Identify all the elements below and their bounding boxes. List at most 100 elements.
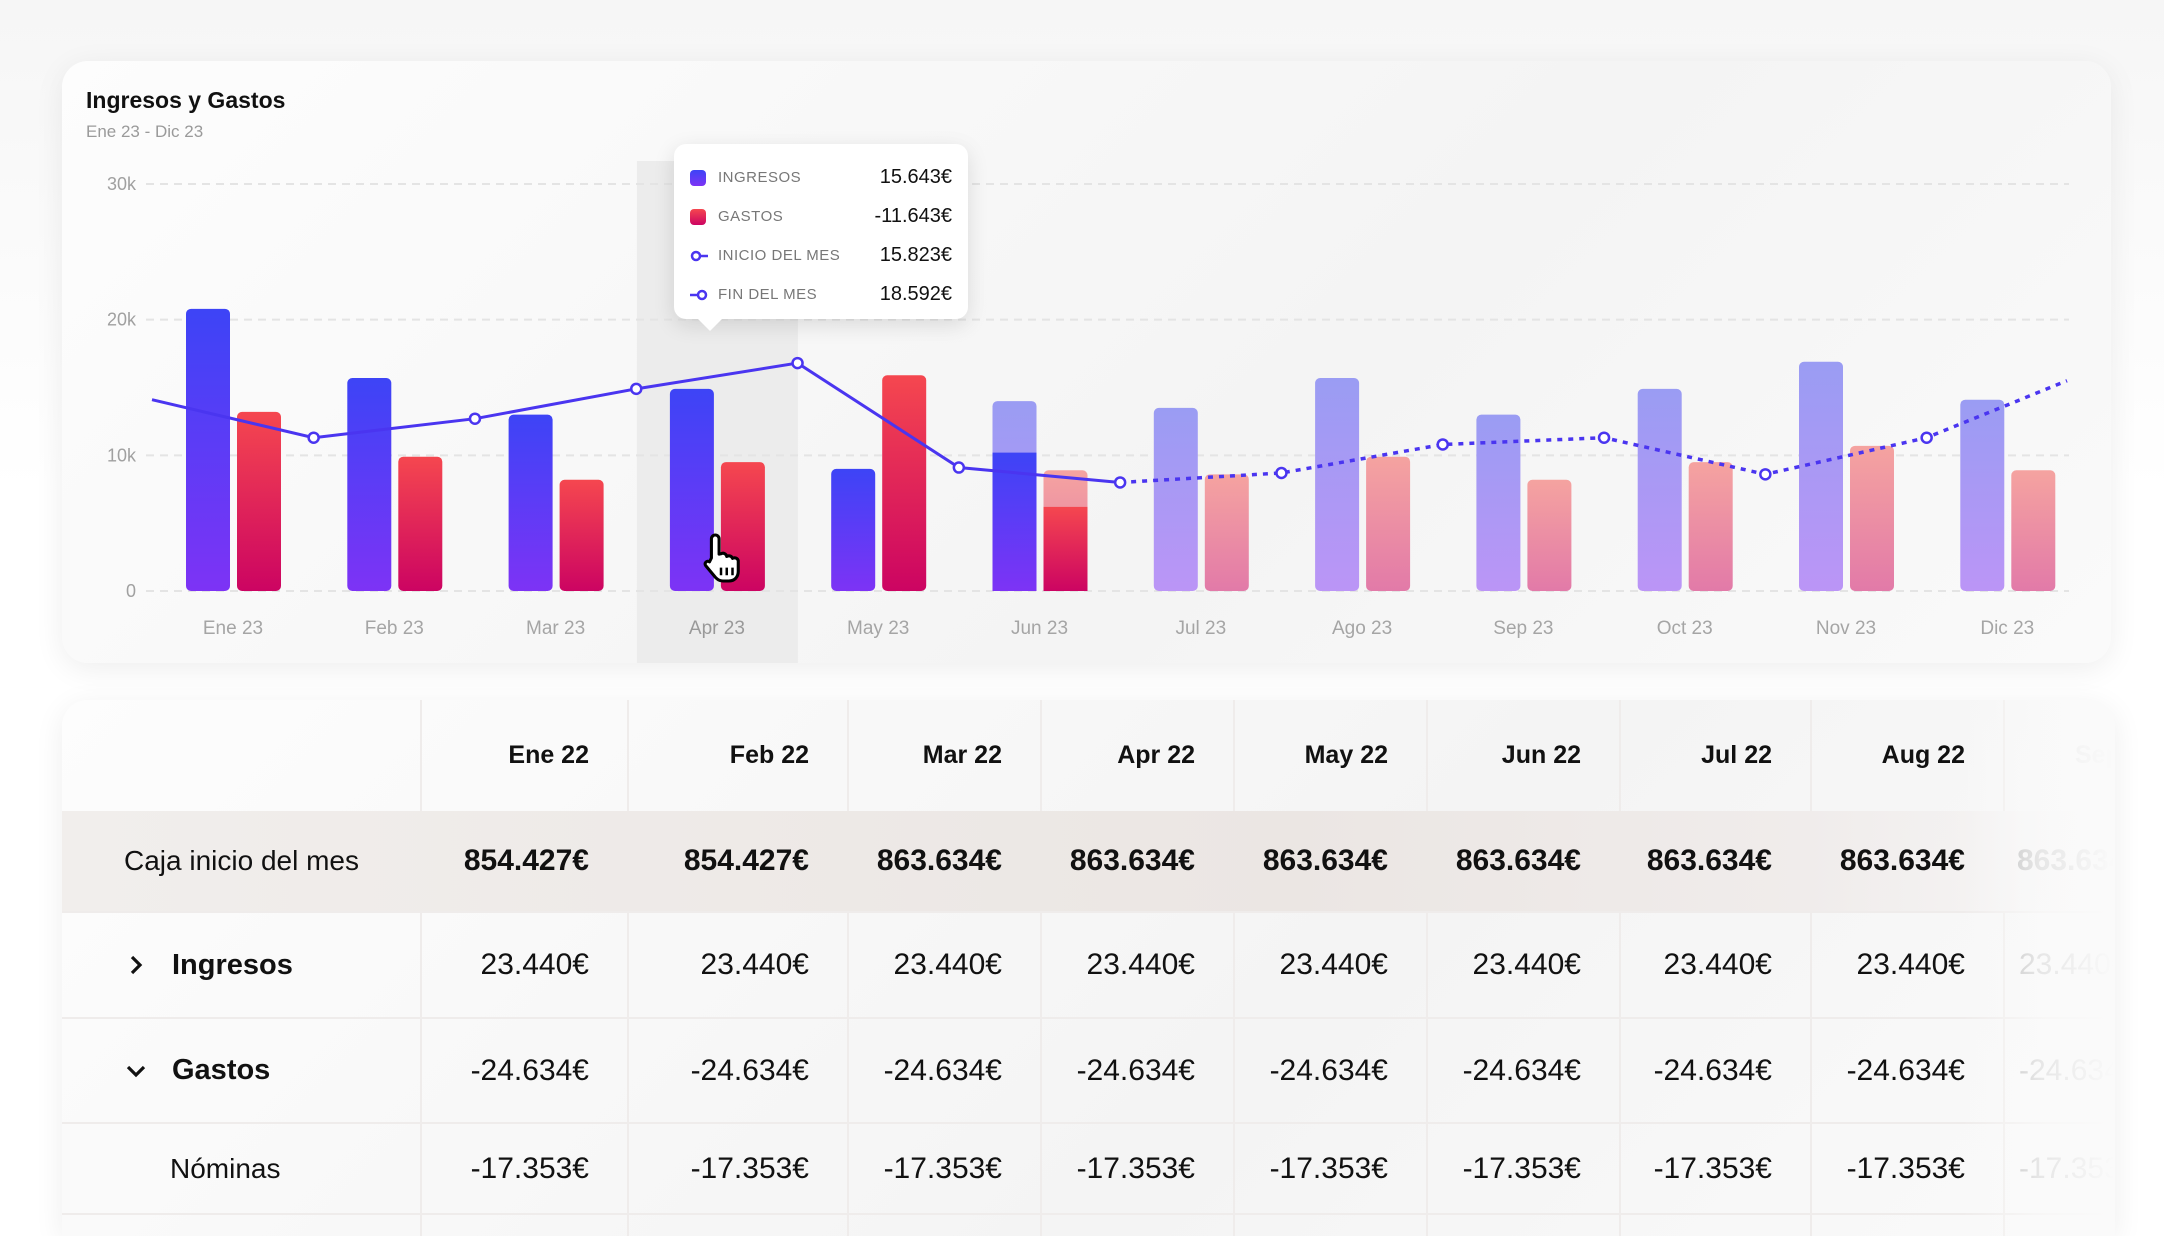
cell-value: -24.634€ (470, 1053, 589, 1087)
legend-swatch-icon (690, 208, 706, 225)
cell-value: 863.634€ (1069, 844, 1195, 877)
table-cell: -24.634€ (1426, 1019, 1619, 1122)
chart-title: Ingresos y Gastos (86, 87, 286, 113)
cashflow-table: Ene 22 Feb 22 Mar 22 Apr 22 May 22 Jun 22 Jul … (62, 700, 2115, 1236)
table-cell: -24.634€ (2003, 1019, 2115, 1122)
cell-value: 854.427€ (463, 844, 589, 877)
table-cell: -17.353€ (1233, 1124, 1426, 1213)
ingresos-bar[interactable] (508, 414, 553, 591)
ingresos-bar[interactable] (1315, 378, 1360, 591)
gastos-bar[interactable] (559, 479, 604, 591)
ingresos-bar[interactable] (1960, 399, 2005, 591)
x-tick-label: Ago 23 (1332, 618, 1392, 639)
balance-point[interactable] (1597, 431, 1611, 444)
table-cell: 23.440€ (1619, 913, 1810, 1017)
table-cell: 863.634€ (1426, 811, 1619, 911)
cell-value: 863.634€ (1839, 844, 1965, 877)
column-header-cell: May 22 (1233, 700, 1426, 811)
cell-value: 23.440€ (1663, 948, 1772, 981)
gastos-bar[interactable] (1204, 474, 1249, 591)
x-tick-label: Sep 23 (1493, 618, 1553, 639)
chart-plot[interactable]: 0 10k 20k 30k Ene 23 Feb 23 Mar 23 Apr 23 May 23… (62, 61, 2111, 663)
tooltip-value: 15.823€ (879, 244, 952, 266)
caja-row: Caja inicio del mes 854.427€ 854.427€ 863.6… (62, 811, 2115, 913)
ingresos-bar[interactable] (1799, 361, 1843, 591)
row-label-text: Gastos (172, 1054, 271, 1086)
gastos-bar[interactable] (1688, 462, 1733, 591)
ingresos-bar[interactable] (186, 308, 230, 591)
gastos-bar[interactable] (2011, 470, 2056, 591)
ingresos-bar-actual[interactable] (992, 452, 1037, 591)
nominas-row: Nóminas -17.353€ -17.353€ -17.353€ -17.353€ -… (62, 1124, 2115, 1215)
row-label[interactable]: Ingresos (62, 913, 293, 1017)
column-header: Feb 22 (729, 741, 809, 769)
x-tick-label: May 23 (847, 618, 909, 639)
ingresos-bar[interactable] (347, 378, 392, 591)
ingresos-bar[interactable] (831, 468, 876, 591)
gastos-bar[interactable] (237, 411, 281, 591)
table-cell: 863.634€ (1233, 811, 1426, 911)
line-end-marker-icon (690, 289, 708, 301)
column-divider (420, 1215, 422, 1236)
balance-point[interactable] (952, 461, 966, 474)
column-header-cell: Ene 22 (420, 700, 627, 811)
row-label[interactable]: Gastos (62, 1019, 270, 1122)
gastos-row: Gastos -24.634€ -24.634€ -24.634€ -24.634€ -2… (62, 1019, 2115, 1124)
cell-value: -24.634€ (883, 1053, 1002, 1087)
balance-point[interactable] (791, 356, 804, 370)
balance-point[interactable] (468, 412, 482, 425)
tooltip-row: INICIO DEL MES 15.823€ (690, 236, 952, 275)
chevron-right-icon[interactable] (124, 953, 148, 977)
cell-value: -17.353€ (1846, 1151, 1965, 1185)
income-expenses-chart-card: 0 10k 20k 30k Ene 23 Feb 23 Mar 23 Apr 23 May 23… (62, 61, 2111, 663)
cell-value: 23.440€ (700, 948, 809, 981)
cell-value: -17.353€ (2019, 1151, 2115, 1185)
ingresos-bar[interactable] (1476, 414, 1521, 591)
cell-value: 23.440€ (1472, 948, 1581, 981)
column-header-cell: Feb 22 (627, 700, 847, 811)
table-cell: -24.634€ (627, 1019, 847, 1122)
hand-pointer-cursor-icon (703, 533, 740, 583)
table-cell: 23.440€ (1233, 913, 1426, 1017)
gastos-bar[interactable] (1850, 445, 1894, 591)
cell-value: -17.353€ (1653, 1151, 1772, 1185)
table-cell: -17.353€ (420, 1124, 627, 1213)
cell-value: 23.440€ (2019, 948, 2115, 981)
cell-value: 23.440€ (893, 948, 1002, 981)
column-header: Ene 22 (508, 741, 589, 769)
y-tick-label: 10k (107, 445, 137, 465)
table-cell: 23.440€ (1810, 913, 2003, 1017)
table-cell: 863.634€ (1810, 811, 2003, 911)
balance-point[interactable] (1436, 438, 1449, 451)
column-header-cell: Aug 22 (1810, 700, 2003, 811)
cell-value: 23.440€ (480, 948, 589, 981)
ingresos-bar[interactable] (669, 388, 714, 591)
chevron-down-icon[interactable] (124, 1059, 148, 1083)
cell-value: -17.353€ (1269, 1151, 1388, 1185)
cell-value: -24.634€ (1076, 1053, 1195, 1087)
table-cell: 854.427€ (420, 811, 627, 911)
balance-point[interactable] (307, 431, 320, 444)
gastos-bar[interactable] (398, 456, 443, 591)
balance-point[interactable] (1759, 468, 1772, 481)
gastos-bar[interactable] (1366, 456, 1411, 591)
tooltip-label: FIN DEL MES (718, 286, 818, 303)
balance-point[interactable] (630, 382, 643, 396)
table-cell: -24.634€ (1810, 1019, 2003, 1122)
column-divider (1810, 1215, 1812, 1236)
column-header: May 22 (1304, 741, 1388, 769)
column-header: Jul 22 (1701, 741, 1772, 769)
cell-value: -24.634€ (1462, 1053, 1581, 1087)
gastos-bar-actual[interactable] (1043, 506, 1088, 591)
cell-value: -24.634€ (690, 1053, 809, 1087)
table-cell: -24.634€ (847, 1019, 1040, 1122)
gastos-bar[interactable] (882, 375, 927, 591)
balance-point[interactable] (1113, 476, 1127, 489)
ingresos-bar[interactable] (1637, 388, 1682, 591)
ingresos-bar[interactable] (1153, 407, 1198, 591)
column-header: Mar 22 (922, 741, 1002, 769)
gastos-bar[interactable] (1527, 479, 1572, 591)
balance-point[interactable] (1920, 431, 1933, 444)
balance-point[interactable] (1275, 466, 1288, 480)
x-tick-label: Oct 23 (1657, 618, 1713, 639)
